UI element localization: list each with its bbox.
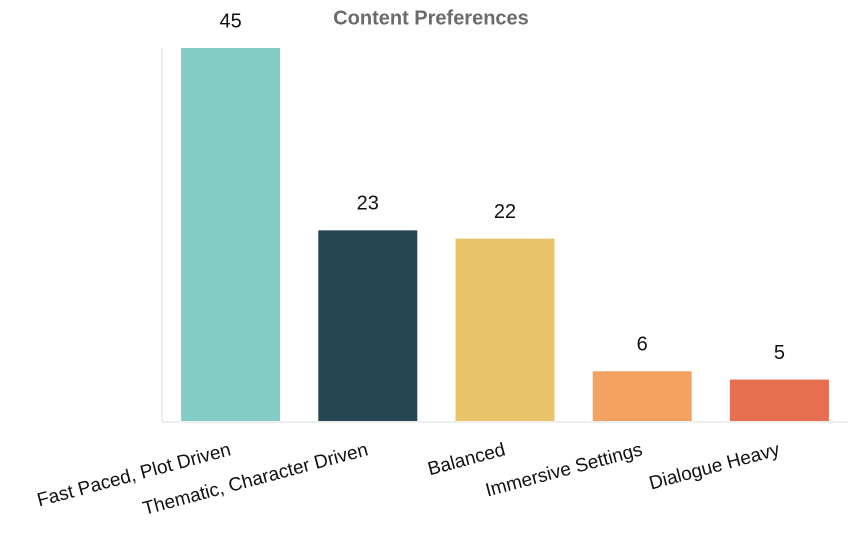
value-label: 5: [774, 342, 785, 364]
x-tick-label: Balanced: [426, 439, 508, 480]
bar: [181, 48, 281, 421]
value-label: 45: [219, 10, 241, 32]
x-tick-label: Dialogue Heavy: [647, 439, 782, 494]
x-tick-label: Thematic, Character Driven: [141, 439, 371, 519]
bar: [455, 238, 555, 421]
value-label: 6: [637, 334, 648, 356]
chart-title: Content Preferences: [333, 7, 529, 29]
value-label: 23: [357, 193, 379, 215]
x-tick-label: Immersive Settings: [483, 439, 644, 501]
bar: [592, 371, 692, 421]
bar: [729, 379, 829, 421]
value-label: 22: [494, 201, 516, 223]
bar: [318, 230, 418, 421]
